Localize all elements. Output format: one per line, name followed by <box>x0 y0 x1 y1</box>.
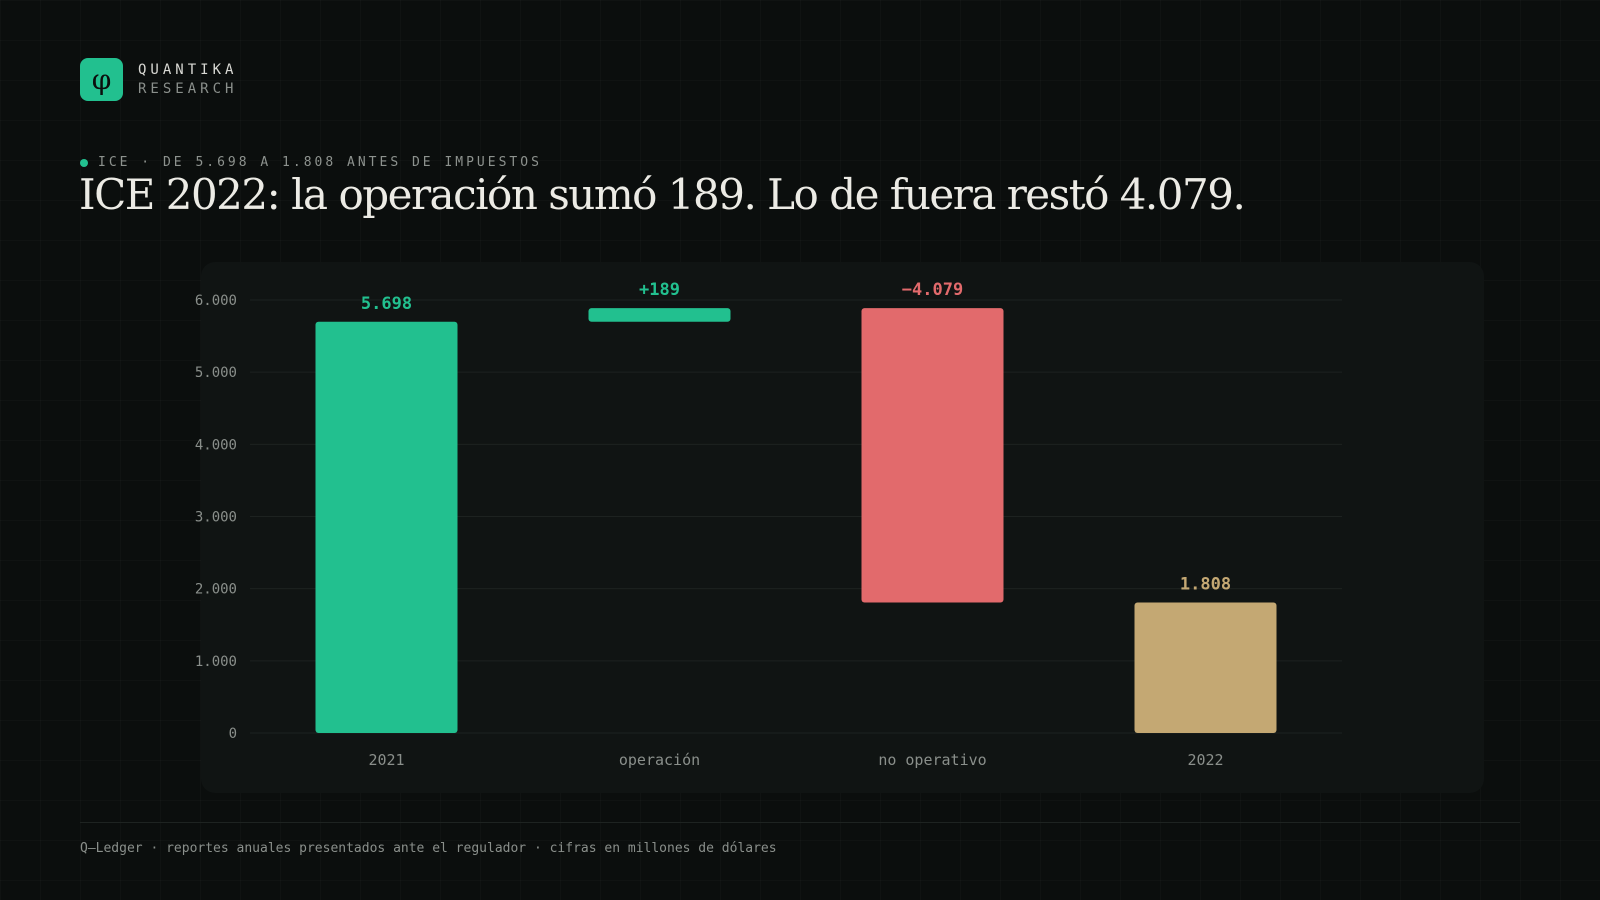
x-tick-label: operación <box>619 751 700 769</box>
kicker: ICE · DE 5.698 A 1.808 ANTES DE IMPUESTO… <box>80 155 542 170</box>
brand-name: QUANTIKA <box>138 62 238 78</box>
kicker-text: ICE · DE 5.698 A 1.808 ANTES DE IMPUESTO… <box>98 155 542 170</box>
brand-text: QUANTIKA RESEARCH <box>138 62 237 97</box>
x-tick-label: no operativo <box>878 751 986 769</box>
bar-2021 <box>315 321 458 733</box>
y-tick-label: 1.000 <box>195 654 237 670</box>
bar-2022 <box>1134 602 1277 733</box>
phi-logo-icon: φ <box>80 58 123 101</box>
y-tick-label: 6.000 <box>195 293 237 309</box>
page-title: ICE 2022: la operación sumó 189. Lo de f… <box>79 170 1246 219</box>
footer-divider <box>80 822 1520 823</box>
x-tick-label: 2021 <box>368 751 404 769</box>
bar-value-label: 1.808 <box>1180 575 1231 595</box>
brand-subtitle: RESEARCH <box>138 81 238 97</box>
bar-no-operativo <box>861 308 1004 603</box>
y-tick-label: 2.000 <box>195 582 237 598</box>
y-tick-label: 5.000 <box>195 365 237 381</box>
bar-value-label: +189 <box>639 280 680 300</box>
value-labels: 5.698 +189 −4.079 1.808 <box>361 280 1231 594</box>
y-tick-label: 3.000 <box>195 510 237 526</box>
y-tick-label: 0 <box>229 726 237 742</box>
brand: φ QUANTIKA RESEARCH <box>80 58 237 101</box>
x-axis: 2021 operación no operativo 2022 <box>368 751 1223 769</box>
bar-operación <box>588 308 731 322</box>
y-tick-label: 4.000 <box>195 437 237 453</box>
source-note: Q–Ledger · reportes anuales presentados … <box>80 841 777 856</box>
x-tick-label: 2022 <box>1187 751 1223 769</box>
kicker-dot-icon <box>80 158 88 167</box>
bar-value-label: 5.698 <box>361 294 412 314</box>
y-axis: 0 1.000 2.000 3.000 4.000 5.000 6.000 <box>195 293 237 742</box>
bar-value-label: −4.079 <box>902 280 963 300</box>
bars <box>315 308 1277 733</box>
